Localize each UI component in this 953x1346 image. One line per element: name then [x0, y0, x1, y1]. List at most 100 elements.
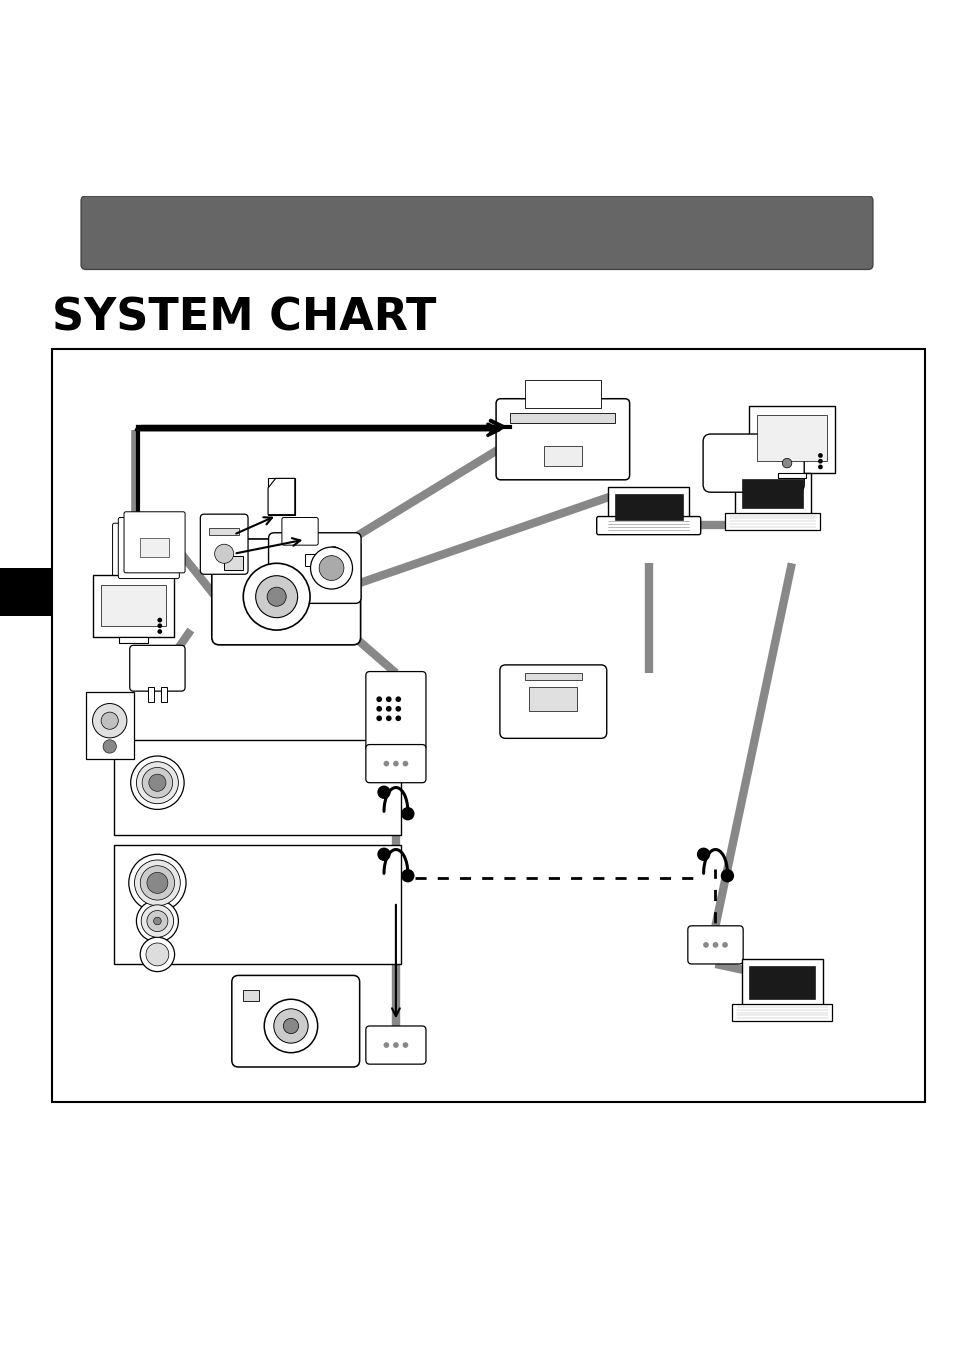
FancyBboxPatch shape — [232, 976, 359, 1067]
Bar — [524, 380, 600, 408]
FancyBboxPatch shape — [282, 517, 318, 545]
Circle shape — [243, 563, 310, 630]
Circle shape — [92, 704, 127, 738]
Bar — [86, 692, 133, 759]
Text: SYSTEM CHART: SYSTEM CHART — [52, 296, 436, 339]
Circle shape — [402, 1042, 408, 1049]
FancyBboxPatch shape — [118, 517, 179, 579]
Circle shape — [136, 900, 178, 942]
Circle shape — [214, 544, 233, 563]
Circle shape — [781, 459, 791, 468]
Bar — [741, 479, 802, 507]
Bar — [119, 637, 148, 643]
Circle shape — [375, 705, 381, 712]
Circle shape — [385, 716, 391, 721]
Circle shape — [720, 870, 733, 883]
Bar — [209, 528, 239, 536]
Bar — [731, 1004, 831, 1022]
Polygon shape — [268, 478, 294, 514]
Circle shape — [395, 705, 400, 712]
Bar — [114, 845, 400, 964]
FancyBboxPatch shape — [200, 514, 248, 575]
Circle shape — [400, 870, 414, 883]
Circle shape — [818, 454, 821, 458]
Circle shape — [702, 942, 708, 948]
Bar — [114, 740, 400, 835]
Circle shape — [149, 774, 166, 791]
FancyBboxPatch shape — [496, 398, 629, 479]
Bar — [524, 673, 581, 680]
Bar — [724, 513, 820, 530]
FancyBboxPatch shape — [81, 197, 872, 269]
Bar — [748, 966, 814, 999]
Circle shape — [134, 860, 180, 906]
FancyBboxPatch shape — [112, 524, 173, 584]
Bar — [741, 960, 821, 1007]
Circle shape — [395, 696, 400, 703]
Circle shape — [142, 767, 172, 798]
FancyBboxPatch shape — [365, 1026, 425, 1065]
Circle shape — [393, 760, 398, 766]
Circle shape — [818, 459, 821, 463]
FancyBboxPatch shape — [597, 517, 700, 534]
Bar — [748, 406, 834, 472]
Circle shape — [375, 716, 381, 721]
Circle shape — [385, 705, 391, 712]
Circle shape — [376, 848, 390, 861]
FancyBboxPatch shape — [124, 511, 185, 573]
Circle shape — [318, 556, 343, 580]
FancyBboxPatch shape — [702, 433, 803, 493]
Circle shape — [140, 865, 174, 900]
Circle shape — [375, 696, 381, 703]
Circle shape — [131, 756, 184, 809]
Circle shape — [326, 546, 341, 561]
Bar — [101, 584, 167, 626]
Bar — [243, 989, 259, 1001]
Circle shape — [402, 760, 408, 766]
Circle shape — [101, 712, 118, 730]
Circle shape — [103, 740, 116, 754]
Circle shape — [157, 623, 162, 629]
Circle shape — [140, 937, 174, 972]
Bar — [543, 447, 581, 466]
FancyBboxPatch shape — [365, 672, 425, 751]
Circle shape — [146, 944, 169, 966]
Bar — [148, 688, 153, 701]
Circle shape — [696, 848, 709, 861]
Bar — [140, 537, 169, 557]
Bar — [93, 575, 173, 637]
Bar — [756, 416, 826, 462]
Circle shape — [385, 696, 391, 703]
Bar — [0, 568, 52, 615]
Bar — [268, 478, 294, 514]
FancyBboxPatch shape — [687, 926, 742, 964]
Bar — [86, 201, 867, 265]
Circle shape — [274, 1008, 308, 1043]
Bar — [161, 688, 167, 701]
Bar — [52, 349, 924, 1102]
Circle shape — [141, 905, 173, 937]
Circle shape — [255, 576, 297, 618]
Bar — [614, 494, 681, 521]
Circle shape — [310, 546, 352, 590]
Bar — [224, 556, 243, 571]
Circle shape — [153, 917, 161, 925]
Bar — [734, 472, 810, 516]
Circle shape — [136, 762, 178, 804]
Bar — [529, 688, 577, 711]
Circle shape — [129, 855, 186, 911]
Circle shape — [157, 629, 162, 634]
Circle shape — [721, 942, 727, 948]
Circle shape — [383, 1042, 389, 1049]
Circle shape — [383, 760, 389, 766]
Bar — [305, 555, 329, 565]
Circle shape — [376, 786, 390, 800]
FancyBboxPatch shape — [269, 533, 360, 603]
Circle shape — [147, 910, 168, 931]
Circle shape — [283, 1019, 298, 1034]
Circle shape — [147, 872, 168, 894]
FancyBboxPatch shape — [365, 744, 425, 783]
Bar — [777, 472, 805, 478]
Bar — [283, 524, 307, 555]
Circle shape — [267, 587, 286, 606]
